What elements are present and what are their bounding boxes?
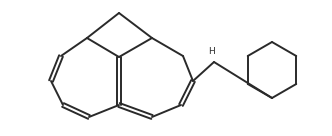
Text: H: H bbox=[208, 47, 215, 56]
